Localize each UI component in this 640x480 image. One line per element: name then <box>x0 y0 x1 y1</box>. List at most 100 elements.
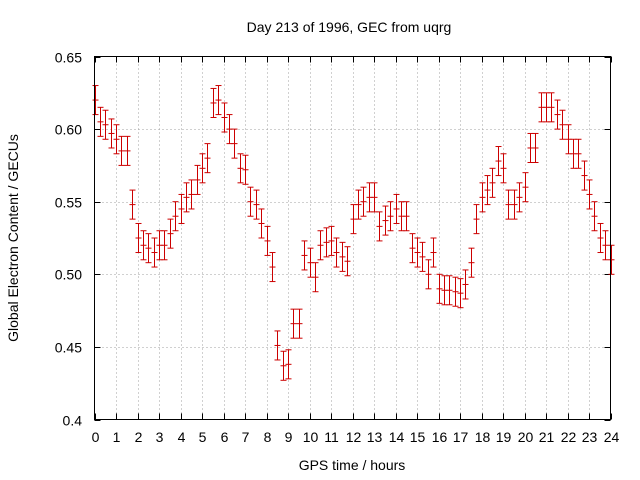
data-point <box>161 230 168 261</box>
x-tick-label: 0 <box>92 429 100 445</box>
data-point <box>403 201 410 232</box>
data-point <box>264 225 271 256</box>
x-tick-label: 14 <box>389 429 405 445</box>
x-tick-label: 22 <box>561 429 577 445</box>
data-point <box>108 118 115 149</box>
data-point <box>317 230 324 261</box>
axis-ticks <box>94 56 612 421</box>
data-point <box>393 193 400 224</box>
data-point <box>344 246 351 277</box>
y-tick-label: 0.55 <box>55 195 82 211</box>
data-point <box>554 99 561 130</box>
data-point <box>129 189 136 220</box>
data-point <box>151 237 158 268</box>
x-tick-label: 4 <box>178 429 186 445</box>
data-point <box>92 85 99 116</box>
data-point <box>113 124 120 155</box>
x-tick-label: 24 <box>604 429 620 445</box>
x-tick-label: 20 <box>518 429 534 445</box>
data-point <box>382 205 389 236</box>
x-tick-label: 1 <box>113 429 121 445</box>
grid <box>94 56 611 420</box>
data-point <box>199 153 206 184</box>
data-point <box>253 189 260 220</box>
data-point <box>387 201 394 232</box>
data-point <box>247 186 254 217</box>
y-tick-label: 0.50 <box>55 267 82 283</box>
data-point <box>597 222 604 254</box>
data-point <box>237 153 244 184</box>
data-point <box>178 193 185 224</box>
data-point <box>97 106 104 137</box>
x-tick-label: 9 <box>285 429 293 445</box>
data-point <box>575 138 582 169</box>
x-tick-label: 16 <box>432 429 448 445</box>
plot-frame <box>94 56 611 420</box>
x-tick-label: 23 <box>582 429 598 445</box>
data-point <box>285 349 292 380</box>
data-point <box>221 102 228 133</box>
data-point <box>608 244 615 275</box>
data-point <box>430 237 437 268</box>
data-point <box>591 201 598 232</box>
data-point <box>505 189 512 220</box>
data-point <box>290 308 297 339</box>
data-point <box>124 135 131 166</box>
data-point <box>436 273 443 304</box>
data-point <box>102 109 109 140</box>
data-point <box>339 241 346 272</box>
data-point <box>446 275 453 306</box>
data-point <box>376 211 383 242</box>
y-tick-label: 0.60 <box>55 122 82 138</box>
data-point <box>516 182 523 213</box>
x-tick-labels: 0 1 2 3 4 5 6 7 8 9 10 11 12 13 14 15 16 17 18 19 20 21 22 23 24 <box>92 429 620 445</box>
data-point <box>371 182 378 213</box>
data-point <box>484 175 491 206</box>
data-point <box>495 146 502 177</box>
data-point <box>204 143 211 174</box>
data-point <box>565 124 572 155</box>
y-tick-label: 0.65 <box>55 50 82 66</box>
data-point <box>522 172 529 203</box>
data-point <box>462 269 469 300</box>
x-tick-label: 21 <box>539 429 555 445</box>
data-point <box>489 167 496 198</box>
data-point <box>457 278 464 309</box>
x-tick-label: 11 <box>324 429 339 445</box>
data-point <box>242 154 249 185</box>
data-point <box>210 87 217 118</box>
data-point <box>296 308 303 339</box>
data-point <box>532 132 539 163</box>
x-tick-label: 15 <box>410 429 426 445</box>
x-tick-label: 3 <box>156 429 164 445</box>
data-point <box>172 201 179 232</box>
x-tick-label: 13 <box>367 429 383 445</box>
x-tick-label: 18 <box>475 429 491 445</box>
y-axis-label: Global Electron Content / GECUs <box>5 134 21 342</box>
data-point <box>333 237 340 268</box>
x-axis-label: GPS time / hours <box>299 457 406 473</box>
data-point <box>559 109 566 140</box>
data-point <box>231 128 238 159</box>
data-point <box>355 189 362 220</box>
chart-title: Day 213 of 1996, GEC from uqrg <box>247 19 452 35</box>
data-point <box>586 179 593 210</box>
data-point <box>548 92 555 123</box>
data-point <box>511 189 518 220</box>
data-point <box>194 164 201 195</box>
data-point <box>473 204 480 235</box>
x-tick-label: 5 <box>199 429 207 445</box>
x-tick-label: 7 <box>242 429 250 445</box>
data-point <box>452 276 459 307</box>
x-tick-label: 2 <box>135 429 143 445</box>
data-point <box>215 85 222 116</box>
x-tick-label: 6 <box>221 429 229 445</box>
data-point <box>135 222 142 254</box>
data-point <box>167 218 174 249</box>
data-point <box>602 230 609 261</box>
x-tick-label: 10 <box>303 429 319 445</box>
data-point <box>188 179 195 210</box>
data-point <box>274 330 281 361</box>
data-point <box>479 182 486 213</box>
